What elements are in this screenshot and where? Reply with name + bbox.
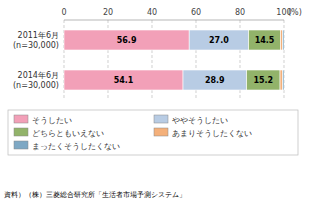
legend-label: どちらともいえない <box>32 129 104 138</box>
bars <box>64 30 284 90</box>
bar-segment <box>247 70 280 90</box>
grid-line <box>284 20 285 100</box>
tick-label: 0 <box>61 8 66 17</box>
axis-line <box>64 20 284 21</box>
category-label: 2011年6月(n=30,000) <box>13 31 59 50</box>
data-label: 56.9 <box>117 36 137 45</box>
legend-swatch <box>154 128 168 136</box>
category-label-line: (n=30,000) <box>13 41 59 50</box>
source: 資料）（株）三菱総合研究所「生活者市場予測システム」 <box>4 191 186 199</box>
tick-label: 40 <box>147 8 157 17</box>
bar-segment <box>64 70 183 90</box>
legend-swatch <box>14 128 28 136</box>
legend-frame <box>8 110 298 155</box>
tick-label: 80 <box>235 8 245 17</box>
bar-segment <box>280 70 283 90</box>
category-label-line: 2011年6月 <box>18 31 59 40</box>
data-labels: 56.9 27.0 14.5 54.1 28.9 15.2 <box>114 36 275 85</box>
data-label: 14.5 <box>255 36 275 45</box>
legend-label: そうしたい <box>32 116 72 125</box>
category-label-line: (n=30,000) <box>13 81 59 90</box>
data-label: 28.9 <box>205 76 225 85</box>
legend-swatch <box>154 115 168 123</box>
chart: 020406080100(%)2011年6月(n=30,000)2014年6月(… <box>0 0 311 202</box>
grid <box>64 20 284 100</box>
category-label-line: 2014年6月 <box>18 71 59 80</box>
legend: そうしたい ややそうしたいどちらともいえない あまりそうしたくないまったくそうしたく… <box>8 110 298 155</box>
data-label: 54.1 <box>114 76 134 85</box>
legend-label: まったくそうしたくない <box>32 142 120 151</box>
bar-segment <box>249 30 281 50</box>
legend-swatch <box>14 141 28 149</box>
bar-segment <box>280 30 282 50</box>
bar-segment <box>283 70 284 90</box>
axis-label: (%) <box>288 8 302 17</box>
tick-label: 60 <box>191 8 201 17</box>
bar-segment <box>189 30 248 50</box>
data-label: 27.0 <box>209 36 229 45</box>
legend-swatch <box>14 115 28 123</box>
data-label: 15.2 <box>253 76 273 85</box>
legend-label: あまりそうしたくない <box>172 129 252 138</box>
tick-label: 20 <box>103 8 113 17</box>
category-label: 2014年6月(n=30,000) <box>13 71 59 90</box>
bar-segment <box>64 30 189 50</box>
bar-segment <box>183 70 247 90</box>
bar-segment <box>283 30 284 50</box>
legend-label: ややそうしたい <box>172 116 228 125</box>
